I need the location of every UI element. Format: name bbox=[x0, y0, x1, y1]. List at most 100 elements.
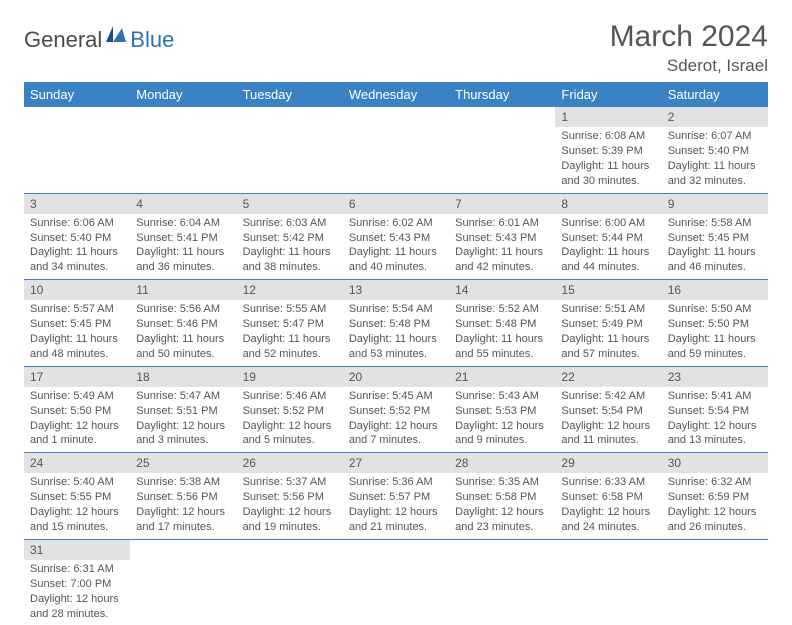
day-number: 16 bbox=[662, 280, 768, 300]
sunset-line: Sunset: 6:58 PM bbox=[561, 490, 655, 505]
day-content: Sunrise: 5:46 AMSunset: 5:52 PMDaylight:… bbox=[237, 387, 343, 452]
brand-part2: Blue bbox=[130, 27, 174, 53]
calendar-cell: 21Sunrise: 5:43 AMSunset: 5:53 PMDayligh… bbox=[449, 366, 555, 453]
day-number: 17 bbox=[24, 367, 130, 387]
sunrise-line: Sunrise: 5:36 AM bbox=[349, 475, 443, 490]
daylight-line: Daylight: 12 hours and 1 minute. bbox=[30, 419, 124, 449]
day-number: 12 bbox=[237, 280, 343, 300]
calendar-cell: 29Sunrise: 6:33 AMSunset: 6:58 PMDayligh… bbox=[555, 453, 661, 540]
day-content: Sunrise: 5:58 AMSunset: 5:45 PMDaylight:… bbox=[662, 214, 768, 279]
daylight-line: Daylight: 11 hours and 38 minutes. bbox=[243, 245, 337, 275]
sunset-line: Sunset: 5:44 PM bbox=[561, 231, 655, 246]
calendar-cell: 20Sunrise: 5:45 AMSunset: 5:52 PMDayligh… bbox=[343, 366, 449, 453]
calendar-cell: 15Sunrise: 5:51 AMSunset: 5:49 PMDayligh… bbox=[555, 280, 661, 367]
day-content: Sunrise: 5:38 AMSunset: 5:56 PMDaylight:… bbox=[130, 473, 236, 538]
sunset-line: Sunset: 7:00 PM bbox=[30, 577, 124, 592]
sunrise-line: Sunrise: 5:42 AM bbox=[561, 389, 655, 404]
sunset-line: Sunset: 5:41 PM bbox=[136, 231, 230, 246]
calendar-cell: 17Sunrise: 5:49 AMSunset: 5:50 PMDayligh… bbox=[24, 366, 130, 453]
day-number: 14 bbox=[449, 280, 555, 300]
day-number: 9 bbox=[662, 194, 768, 214]
sunset-line: Sunset: 5:43 PM bbox=[349, 231, 443, 246]
day-number: 7 bbox=[449, 194, 555, 214]
day-number: 5 bbox=[237, 194, 343, 214]
calendar-cell: 6Sunrise: 6:02 AMSunset: 5:43 PMDaylight… bbox=[343, 193, 449, 280]
sunrise-line: Sunrise: 5:41 AM bbox=[668, 389, 762, 404]
day-content: Sunrise: 5:52 AMSunset: 5:48 PMDaylight:… bbox=[449, 300, 555, 365]
daylight-line: Daylight: 11 hours and 59 minutes. bbox=[668, 332, 762, 362]
day-number: 8 bbox=[555, 194, 661, 214]
sunset-line: Sunset: 5:51 PM bbox=[136, 404, 230, 419]
daylight-line: Daylight: 11 hours and 44 minutes. bbox=[561, 245, 655, 275]
day-content: Sunrise: 5:45 AMSunset: 5:52 PMDaylight:… bbox=[343, 387, 449, 452]
daylight-line: Daylight: 11 hours and 55 minutes. bbox=[455, 332, 549, 362]
day-number: 23 bbox=[662, 367, 768, 387]
calendar-cell bbox=[237, 539, 343, 625]
day-content: Sunrise: 6:33 AMSunset: 6:58 PMDaylight:… bbox=[555, 473, 661, 538]
calendar-cell: 22Sunrise: 5:42 AMSunset: 5:54 PMDayligh… bbox=[555, 366, 661, 453]
daylight-line: Daylight: 12 hours and 9 minutes. bbox=[455, 419, 549, 449]
daylight-line: Daylight: 12 hours and 21 minutes. bbox=[349, 505, 443, 535]
day-number: 30 bbox=[662, 453, 768, 473]
calendar-cell bbox=[130, 107, 236, 193]
day-number: 29 bbox=[555, 453, 661, 473]
day-number: 20 bbox=[343, 367, 449, 387]
sunrise-line: Sunrise: 5:55 AM bbox=[243, 302, 337, 317]
calendar-cell: 24Sunrise: 5:40 AMSunset: 5:55 PMDayligh… bbox=[24, 453, 130, 540]
daylight-line: Daylight: 12 hours and 19 minutes. bbox=[243, 505, 337, 535]
weekday-header: Sunday bbox=[24, 82, 130, 107]
day-content: Sunrise: 6:04 AMSunset: 5:41 PMDaylight:… bbox=[130, 214, 236, 279]
calendar-row: 17Sunrise: 5:49 AMSunset: 5:50 PMDayligh… bbox=[24, 366, 768, 453]
day-content: Sunrise: 5:54 AMSunset: 5:48 PMDaylight:… bbox=[343, 300, 449, 365]
sunrise-line: Sunrise: 6:08 AM bbox=[561, 129, 655, 144]
calendar-cell bbox=[662, 539, 768, 625]
sunset-line: Sunset: 5:57 PM bbox=[349, 490, 443, 505]
calendar-cell: 14Sunrise: 5:52 AMSunset: 5:48 PMDayligh… bbox=[449, 280, 555, 367]
calendar-cell: 31Sunrise: 6:31 AMSunset: 7:00 PMDayligh… bbox=[24, 539, 130, 625]
sunrise-line: Sunrise: 5:50 AM bbox=[668, 302, 762, 317]
sunrise-line: Sunrise: 5:58 AM bbox=[668, 216, 762, 231]
daylight-line: Daylight: 11 hours and 52 minutes. bbox=[243, 332, 337, 362]
day-content: Sunrise: 5:43 AMSunset: 5:53 PMDaylight:… bbox=[449, 387, 555, 452]
calendar-cell: 2Sunrise: 6:07 AMSunset: 5:40 PMDaylight… bbox=[662, 107, 768, 193]
calendar-cell bbox=[24, 107, 130, 193]
weekday-header: Thursday bbox=[449, 82, 555, 107]
sunset-line: Sunset: 5:53 PM bbox=[455, 404, 549, 419]
sunset-line: Sunset: 5:56 PM bbox=[136, 490, 230, 505]
calendar-cell: 1Sunrise: 6:08 AMSunset: 5:39 PMDaylight… bbox=[555, 107, 661, 193]
calendar-cell bbox=[343, 539, 449, 625]
day-content: Sunrise: 6:07 AMSunset: 5:40 PMDaylight:… bbox=[662, 127, 768, 192]
calendar-cell: 7Sunrise: 6:01 AMSunset: 5:43 PMDaylight… bbox=[449, 193, 555, 280]
flag-icon bbox=[106, 26, 128, 47]
day-content: Sunrise: 6:03 AMSunset: 5:42 PMDaylight:… bbox=[237, 214, 343, 279]
sunrise-line: Sunrise: 5:46 AM bbox=[243, 389, 337, 404]
calendar-cell bbox=[237, 107, 343, 193]
sunrise-line: Sunrise: 6:07 AM bbox=[668, 129, 762, 144]
daylight-line: Daylight: 11 hours and 40 minutes. bbox=[349, 245, 443, 275]
day-number: 10 bbox=[24, 280, 130, 300]
day-content: Sunrise: 5:37 AMSunset: 5:56 PMDaylight:… bbox=[237, 473, 343, 538]
calendar-body: 1Sunrise: 6:08 AMSunset: 5:39 PMDaylight… bbox=[24, 107, 768, 625]
daylight-line: Daylight: 11 hours and 32 minutes. bbox=[668, 159, 762, 189]
day-content: Sunrise: 6:01 AMSunset: 5:43 PMDaylight:… bbox=[449, 214, 555, 279]
calendar-cell: 28Sunrise: 5:35 AMSunset: 5:58 PMDayligh… bbox=[449, 453, 555, 540]
day-number: 24 bbox=[24, 453, 130, 473]
calendar-cell: 5Sunrise: 6:03 AMSunset: 5:42 PMDaylight… bbox=[237, 193, 343, 280]
sunset-line: Sunset: 5:56 PM bbox=[243, 490, 337, 505]
daylight-line: Daylight: 12 hours and 26 minutes. bbox=[668, 505, 762, 535]
page-header: General Blue March 2024 Sderot, Israel bbox=[24, 20, 768, 76]
sunrise-line: Sunrise: 5:40 AM bbox=[30, 475, 124, 490]
calendar-cell: 13Sunrise: 5:54 AMSunset: 5:48 PMDayligh… bbox=[343, 280, 449, 367]
weekday-header: Friday bbox=[555, 82, 661, 107]
daylight-line: Daylight: 11 hours and 42 minutes. bbox=[455, 245, 549, 275]
sunrise-line: Sunrise: 5:54 AM bbox=[349, 302, 443, 317]
sunrise-line: Sunrise: 5:56 AM bbox=[136, 302, 230, 317]
sunrise-line: Sunrise: 6:00 AM bbox=[561, 216, 655, 231]
weekday-header: Wednesday bbox=[343, 82, 449, 107]
sunset-line: Sunset: 5:48 PM bbox=[455, 317, 549, 332]
calendar-cell: 12Sunrise: 5:55 AMSunset: 5:47 PMDayligh… bbox=[237, 280, 343, 367]
day-number: 19 bbox=[237, 367, 343, 387]
sunset-line: Sunset: 5:45 PM bbox=[30, 317, 124, 332]
calendar-cell bbox=[449, 107, 555, 193]
day-content: Sunrise: 6:32 AMSunset: 6:59 PMDaylight:… bbox=[662, 473, 768, 538]
